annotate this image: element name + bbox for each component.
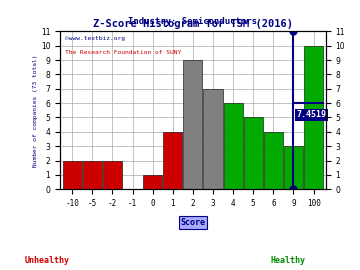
Bar bbox=[244, 117, 263, 189]
Bar bbox=[224, 103, 243, 189]
Bar bbox=[103, 161, 122, 189]
Text: Industry: Semiconductors: Industry: Semiconductors bbox=[129, 17, 257, 26]
Bar bbox=[83, 161, 102, 189]
Title: Z-Score Histogram for TSM (2016): Z-Score Histogram for TSM (2016) bbox=[93, 19, 293, 29]
Text: Unhealthy: Unhealthy bbox=[24, 256, 69, 265]
Text: Healthy: Healthy bbox=[270, 256, 306, 265]
Bar bbox=[203, 89, 222, 189]
Text: 7.4519: 7.4519 bbox=[297, 110, 327, 119]
Bar bbox=[163, 132, 182, 189]
Text: The Research Foundation of SUNY: The Research Foundation of SUNY bbox=[66, 50, 182, 55]
Bar bbox=[284, 146, 303, 189]
Bar bbox=[264, 132, 283, 189]
Text: Score: Score bbox=[180, 218, 206, 227]
Text: ©www.textbiz.org: ©www.textbiz.org bbox=[66, 36, 125, 41]
Bar bbox=[143, 175, 162, 189]
Bar bbox=[304, 46, 323, 189]
Y-axis label: Number of companies (73 total): Number of companies (73 total) bbox=[33, 54, 38, 167]
Bar bbox=[183, 60, 202, 189]
Bar bbox=[63, 161, 82, 189]
